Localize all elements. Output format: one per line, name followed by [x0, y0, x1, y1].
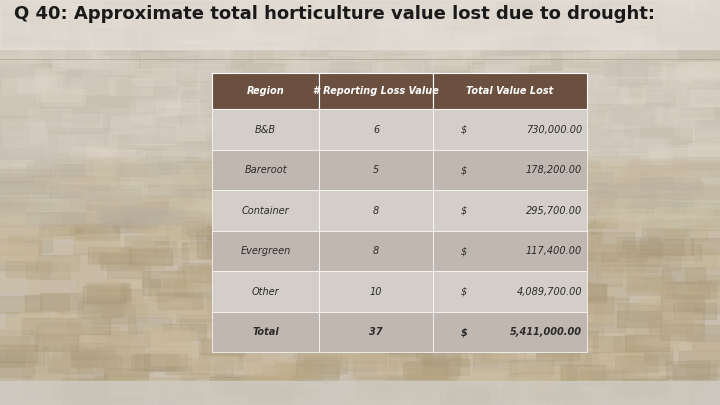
Text: 8: 8	[373, 246, 379, 256]
Bar	[319, 271, 433, 312]
Text: Total: Total	[253, 327, 279, 337]
Bar	[212, 150, 319, 190]
Bar	[433, 73, 587, 109]
Bar	[319, 190, 433, 231]
Bar	[433, 190, 587, 231]
Text: 5,411,000.00: 5,411,000.00	[510, 327, 582, 337]
Text: 37: 37	[369, 327, 383, 337]
Text: $: $	[461, 206, 467, 215]
Text: Evergreen: Evergreen	[240, 246, 291, 256]
Bar	[433, 312, 587, 352]
Text: Q 40: Approximate total horticulture value lost due to drought:: Q 40: Approximate total horticulture val…	[14, 5, 655, 23]
Text: $: $	[461, 287, 467, 296]
Bar	[319, 150, 433, 190]
Text: 295,700.00: 295,700.00	[526, 206, 582, 215]
Text: $: $	[461, 246, 467, 256]
Text: 5: 5	[373, 165, 379, 175]
Bar	[212, 73, 319, 109]
Text: Container: Container	[242, 206, 289, 215]
Text: 4,089,700.00: 4,089,700.00	[516, 287, 582, 296]
Text: Total Value Lost: Total Value Lost	[467, 86, 554, 96]
Bar	[433, 231, 587, 271]
Text: Region: Region	[247, 86, 284, 96]
Text: 178,200.00: 178,200.00	[526, 165, 582, 175]
Bar	[433, 109, 587, 150]
Text: 117,400.00: 117,400.00	[526, 246, 582, 256]
Text: Other: Other	[252, 287, 279, 296]
Bar	[319, 109, 433, 150]
Text: B&B: B&B	[255, 125, 276, 134]
Bar	[212, 231, 319, 271]
Text: # Reporting Loss Value: # Reporting Loss Value	[313, 86, 439, 96]
Text: $: $	[461, 165, 467, 175]
Text: Bareroot: Bareroot	[244, 165, 287, 175]
Bar	[212, 312, 319, 352]
Bar	[212, 109, 319, 150]
Bar	[212, 190, 319, 231]
Bar	[319, 73, 433, 109]
Text: 730,000.00: 730,000.00	[526, 125, 582, 134]
Bar	[433, 150, 587, 190]
Text: 6: 6	[373, 125, 379, 134]
Text: $: $	[461, 327, 467, 337]
Text: 10: 10	[370, 287, 382, 296]
Bar	[433, 271, 587, 312]
Text: 8: 8	[373, 206, 379, 215]
Bar	[319, 231, 433, 271]
Text: $: $	[461, 125, 467, 134]
Bar	[212, 271, 319, 312]
Bar	[319, 312, 433, 352]
